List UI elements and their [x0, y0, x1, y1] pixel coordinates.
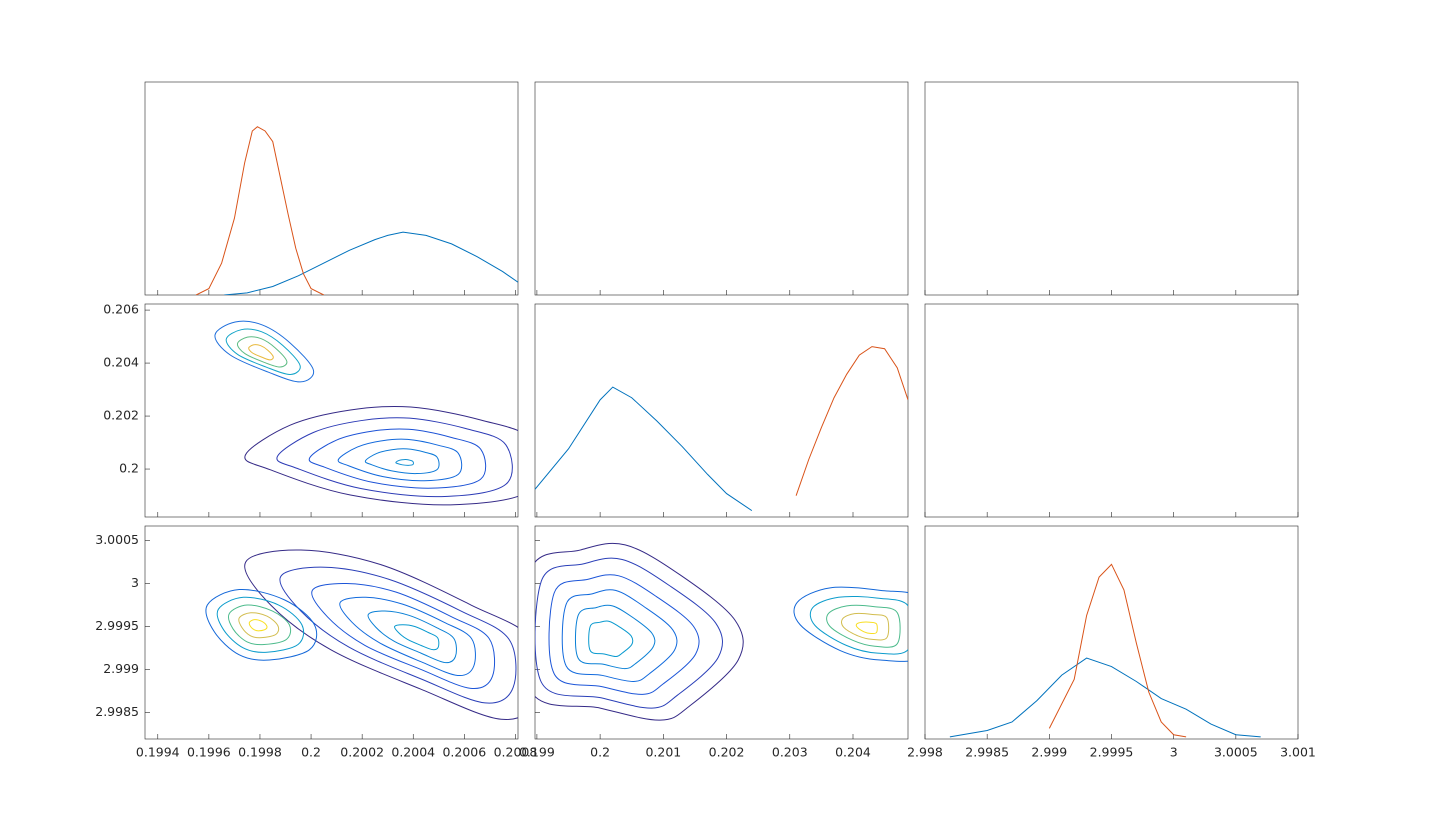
x-tick-label: 0.2002 [340, 745, 384, 760]
contour-line [205, 589, 318, 661]
density-curve [949, 657, 1261, 738]
contour-line [248, 344, 274, 361]
contour-line [826, 604, 901, 648]
axes-box [144, 525, 519, 740]
contour-line [248, 619, 268, 632]
contour-line [214, 320, 315, 383]
panel [214, 320, 518, 506]
x-tick-label: 2.9985 [965, 745, 1009, 760]
contour-line [236, 336, 288, 368]
density-curve [535, 386, 753, 512]
density-curve [195, 126, 325, 295]
axes-box [144, 81, 519, 296]
y-tick-label: 0.2 [119, 461, 139, 476]
axes-box [534, 525, 909, 740]
y-tick-label: 0.202 [103, 408, 139, 423]
contour-line [840, 612, 890, 641]
x-tick-label: 3.001 [1280, 745, 1316, 760]
x-tick-label: 0.1998 [238, 745, 282, 760]
x-tick-label: 0.2008 [494, 745, 538, 760]
contour-line [337, 438, 463, 482]
y-tick-label: 3.0005 [95, 532, 139, 547]
x-tick-label: 0.202 [709, 745, 745, 760]
contour-line [238, 612, 280, 639]
contour-line [367, 610, 457, 664]
x-tick-label: 0.201 [645, 745, 681, 760]
axes-box [144, 303, 519, 518]
x-tick-label: 3.0005 [1214, 745, 1258, 760]
contour-line [535, 542, 744, 721]
x-tick-label: 0.2 [301, 745, 321, 760]
contour-line [311, 583, 496, 689]
panel [535, 542, 908, 721]
x-tick-label: 0.2 [590, 745, 610, 760]
density-curve [1048, 563, 1187, 738]
panel [949, 563, 1261, 738]
contour-line [216, 596, 305, 653]
y-tick-label: 2.9985 [95, 704, 139, 719]
x-tick-label: 0.2006 [442, 745, 486, 760]
x-tick-label: 0.1994 [136, 745, 180, 760]
density-curve [795, 346, 908, 496]
contour-line [308, 428, 487, 489]
axes-box [534, 303, 909, 518]
contour-line [276, 417, 513, 498]
contour-line [364, 448, 440, 475]
contour-line [244, 549, 518, 720]
panel [195, 126, 518, 295]
y-tick-label: 2.999 [103, 661, 139, 676]
x-tick-label: 3 [1170, 745, 1178, 760]
y-tick-label: 0.206 [103, 302, 139, 317]
y-tick-label: 0.204 [103, 355, 139, 370]
x-tick-label: 0.199 [519, 745, 555, 760]
contour-line [225, 328, 301, 375]
axes-box [534, 81, 909, 296]
axes-box [924, 303, 1299, 518]
contour-line [279, 566, 517, 704]
contour-line [339, 596, 476, 676]
panel [535, 346, 908, 512]
contour-line [561, 589, 678, 682]
x-tick-label: 0.1996 [187, 745, 231, 760]
axes-box [924, 81, 1299, 296]
contour-line [548, 574, 700, 695]
contour-line [393, 624, 440, 651]
contour-line [793, 586, 908, 662]
y-tick-label: 3 [131, 575, 139, 590]
x-tick-label: 2.998 [907, 745, 943, 760]
x-tick-label: 0.204 [835, 745, 871, 760]
contour-line [244, 405, 518, 506]
contour-line [535, 557, 723, 709]
x-tick-label: 2.9995 [1090, 745, 1134, 760]
contour-line [228, 604, 292, 646]
contour-line [855, 621, 878, 635]
contour-line [395, 458, 414, 466]
contour-line [574, 604, 656, 670]
y-tick-label: 2.9995 [95, 618, 139, 633]
density-curve [224, 231, 518, 295]
axes-box [924, 525, 1299, 740]
contour-line [809, 595, 908, 655]
panel [205, 549, 518, 720]
x-tick-label: 2.999 [1031, 745, 1067, 760]
x-tick-label: 0.2004 [391, 745, 435, 760]
contour-line [588, 620, 634, 658]
x-tick-label: 0.203 [772, 745, 808, 760]
